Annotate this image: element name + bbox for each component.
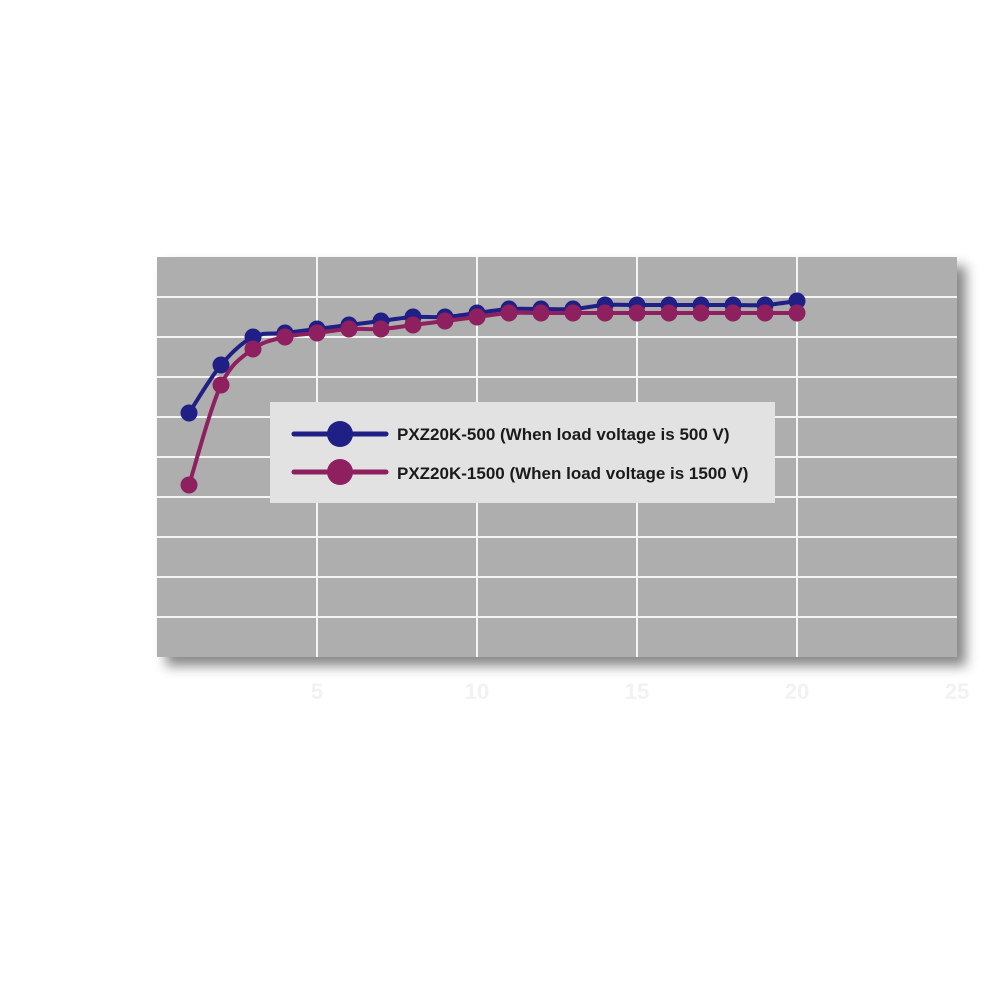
x-tick-label: 15: [625, 679, 649, 704]
data-point-series-2: [372, 320, 390, 338]
legend: PXZ20K-500 (When load voltage is 500 V) …: [270, 402, 775, 503]
x-tick-label: 25: [945, 679, 969, 704]
data-point-series-2: [660, 304, 678, 322]
legend-marker-series-1: [327, 421, 353, 447]
data-point-series-2: [532, 304, 550, 322]
legend-label-series-2: PXZ20K-1500 (When load voltage is 1500 V…: [397, 464, 748, 483]
data-point-series-1: [244, 328, 262, 346]
x-tick-label: 5: [311, 679, 323, 704]
legend-marker-series-2: [327, 459, 353, 485]
data-point-series-2: [692, 304, 710, 322]
data-point-series-2: [596, 304, 614, 322]
data-point-series-2: [244, 340, 262, 358]
data-point-series-2: [180, 476, 198, 494]
data-point-series-2: [276, 328, 294, 346]
data-point-series-2: [436, 312, 454, 330]
x-tick-label: 10: [465, 679, 489, 704]
data-point-series-2: [308, 324, 326, 342]
data-point-series-2: [724, 304, 742, 322]
tick-labels: 5 10 15 20 25: [311, 679, 969, 704]
data-point-series-1: [180, 404, 198, 422]
data-point-series-2: [340, 320, 358, 338]
data-point-series-2: [500, 304, 518, 322]
data-point-series-2: [468, 308, 486, 326]
legend-box: [270, 402, 775, 503]
data-point-series-1: [212, 356, 230, 374]
data-point-series-1: [788, 292, 806, 310]
legend-label-series-1: PXZ20K-500 (When load voltage is 500 V): [397, 425, 730, 444]
data-point-series-2: [212, 376, 230, 394]
x-tick-label: 20: [785, 679, 809, 704]
data-point-series-2: [756, 304, 774, 322]
data-point-series-2: [404, 316, 422, 334]
series: [180, 292, 806, 494]
data-point-series-2: [564, 304, 582, 322]
data-point-series-2: [628, 304, 646, 322]
data-point-series-2: [788, 304, 806, 322]
